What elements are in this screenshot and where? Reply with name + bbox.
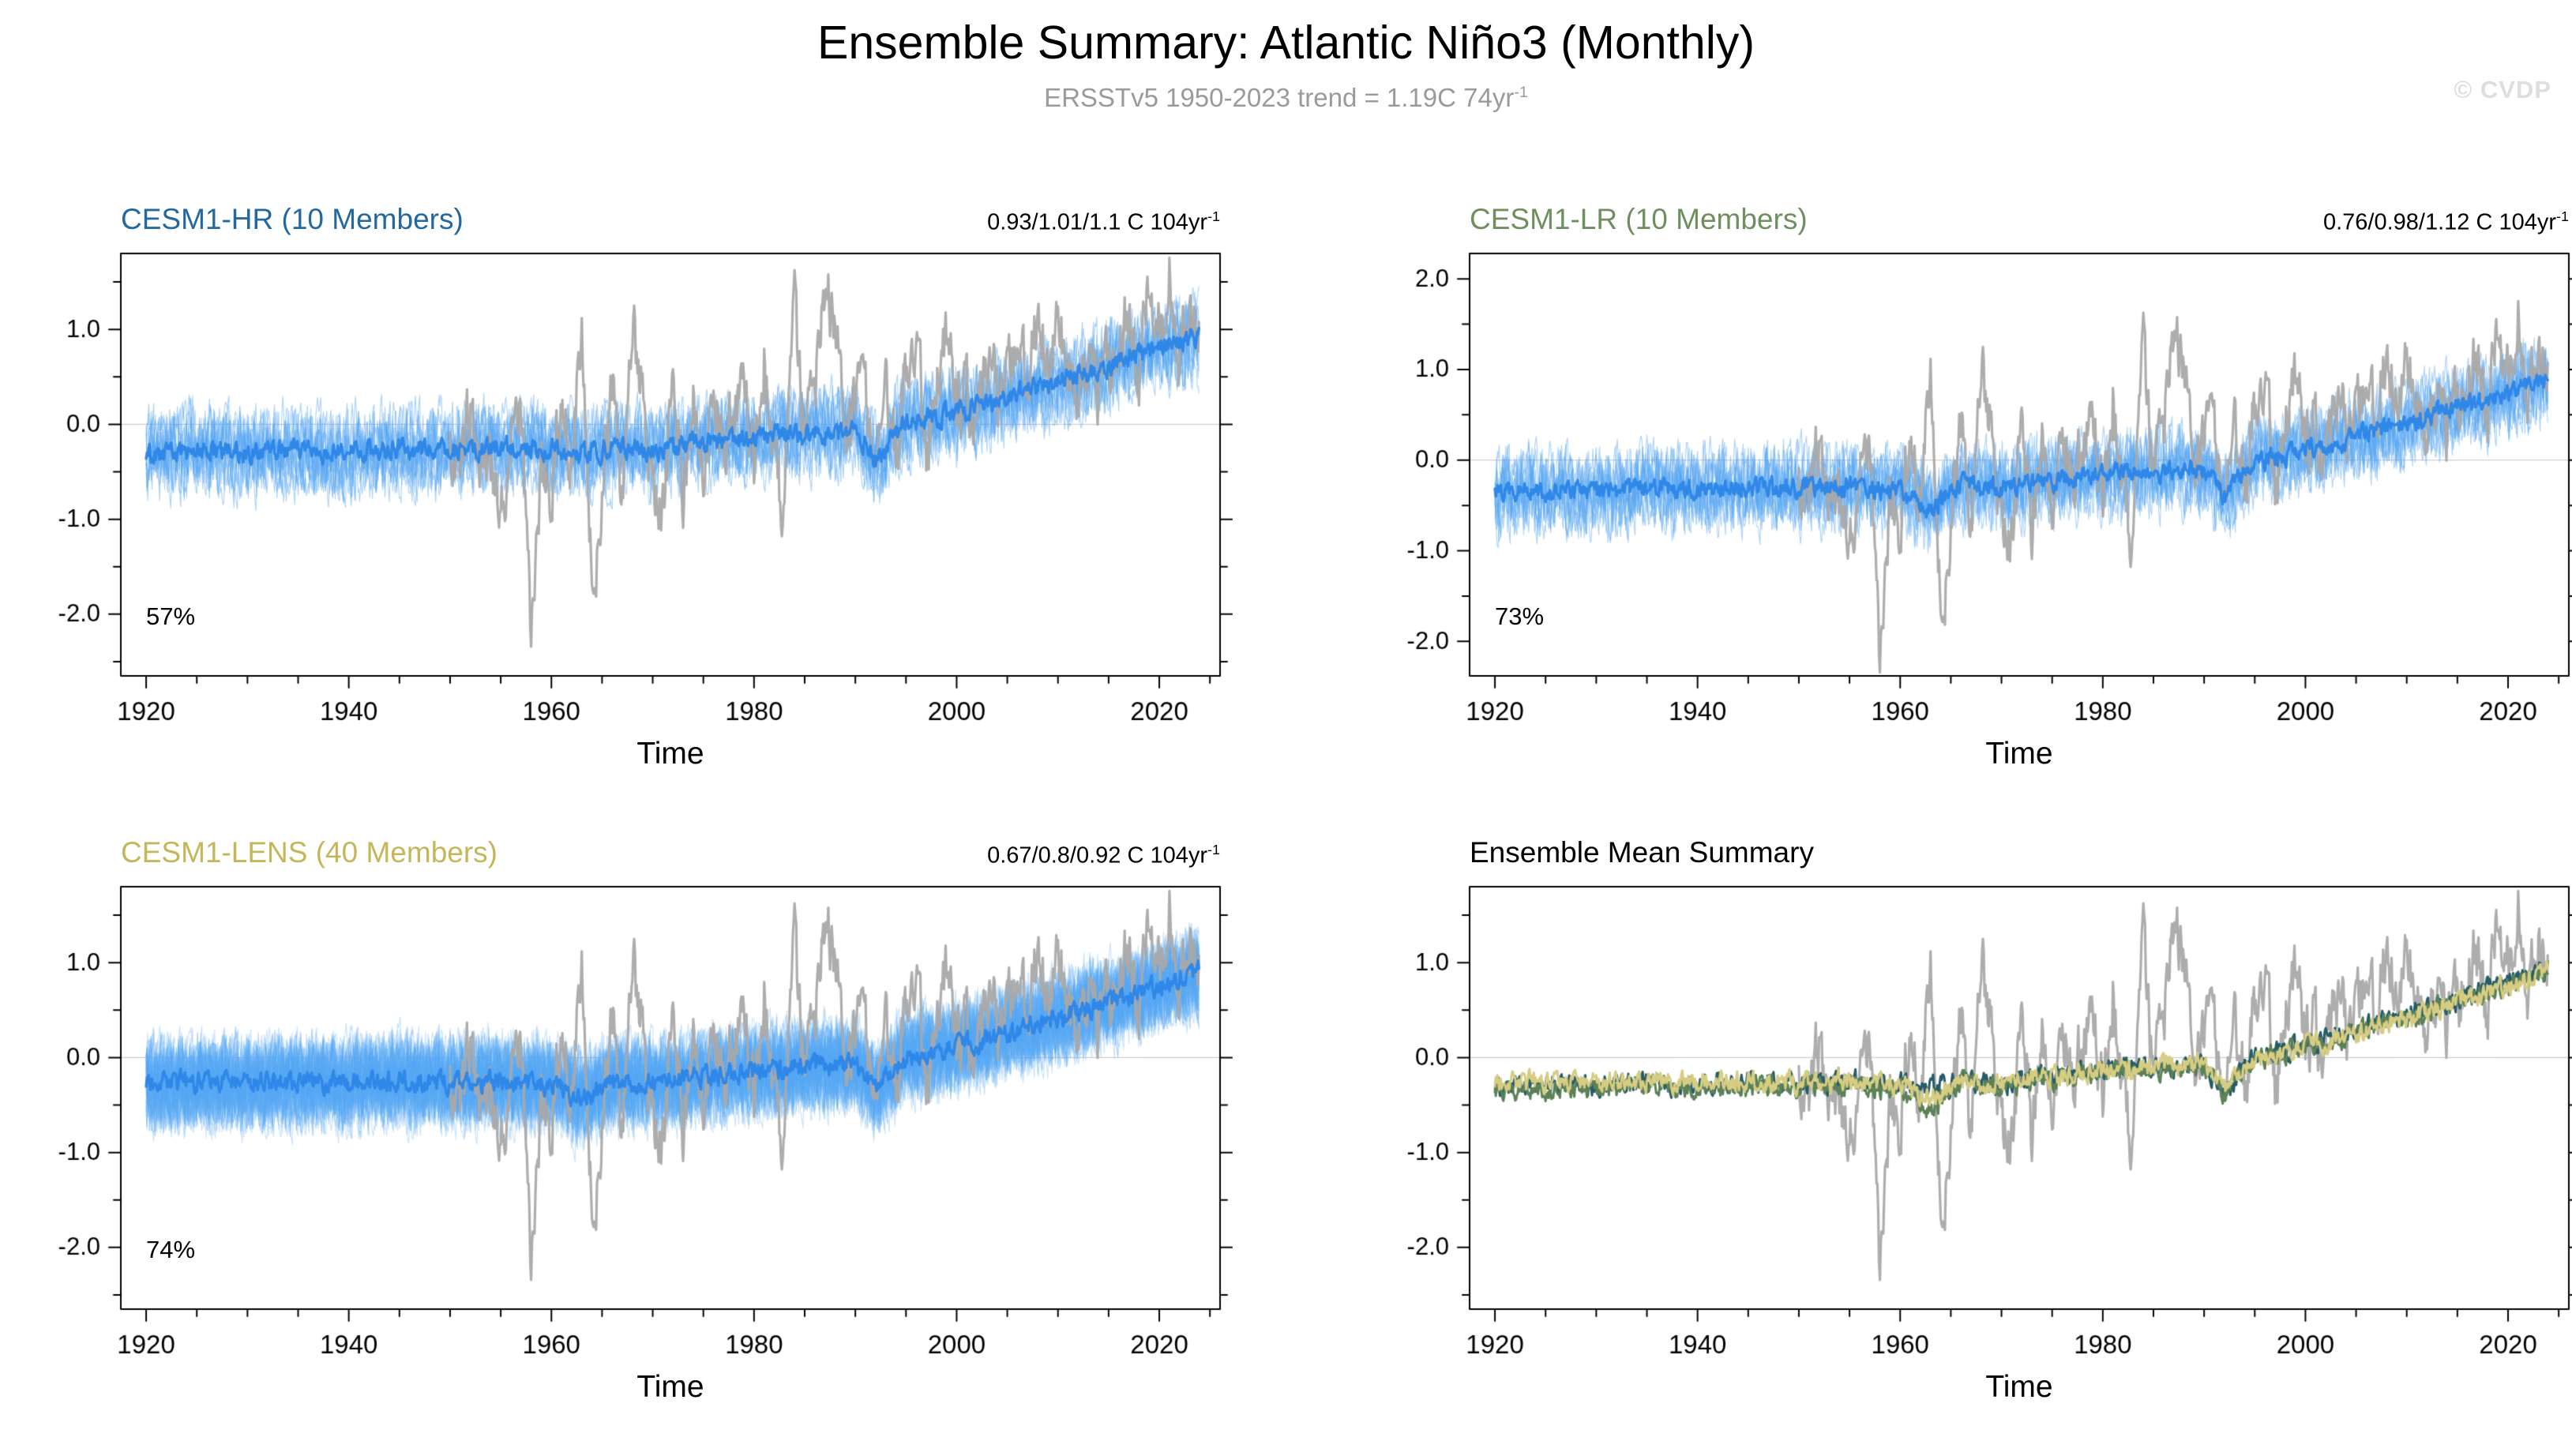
obs-agreement-percent: 74% xyxy=(146,1235,196,1263)
panel-title: CESM1-LR (10 Members) xyxy=(1470,202,1808,235)
x-axis-label: Time xyxy=(1985,736,2053,771)
cvdp-watermark: © CVDP xyxy=(2454,76,2551,103)
obs-agreement-percent: 57% xyxy=(146,602,196,630)
panel-header: CESM1-LENS (40 Members) 0.67/0.8/0.92 C … xyxy=(46,822,1233,877)
panel-grid: CESM1-HR (10 Members) 0.93/1.01/1.1 C 10… xyxy=(0,189,2572,1405)
trend-label: 0.67/0.8/0.92 C 104yr-1 xyxy=(987,842,1220,869)
panel-cesm1-hr: CESM1-HR (10 Members) 0.93/1.01/1.1 C 10… xyxy=(46,189,1233,771)
page-header: Ensemble Summary: Atlantic Niño3 (Monthl… xyxy=(0,0,2572,113)
page-title: Ensemble Summary: Atlantic Niño3 (Monthl… xyxy=(817,17,1755,69)
panel-title: CESM1-LENS (40 Members) xyxy=(121,835,498,869)
page-subtitle: ERSSTv5 1950-2023 trend = 1.19C 74yr-1 xyxy=(0,83,2572,113)
cesm1-lens-plot-canvas xyxy=(46,876,1233,1368)
plot-area xyxy=(1395,876,2572,1368)
panel-header: Ensemble Mean Summary xyxy=(1395,822,2572,877)
panel-ensemble-mean-summary: Ensemble Mean Summary Time xyxy=(1395,822,2572,1405)
trend-label: 0.93/1.01/1.1 C 104yr-1 xyxy=(987,208,1220,236)
panel-cesm1-lens: CESM1-LENS (40 Members) 0.67/0.8/0.92 C … xyxy=(46,822,1233,1405)
ensemble-mean-summary-plot-canvas xyxy=(1395,876,2572,1368)
cesm1-hr-plot-canvas xyxy=(46,243,1233,735)
trend-label-text: 0.93/1.01/1.1 C 104yr xyxy=(987,209,1208,235)
plot-area: 73% xyxy=(1395,243,2572,735)
plot-area: 57% xyxy=(46,243,1233,735)
obs-agreement-percent: 73% xyxy=(1495,602,1545,630)
x-axis-label: Time xyxy=(636,1369,704,1404)
panel-header: CESM1-HR (10 Members) 0.93/1.01/1.1 C 10… xyxy=(46,189,1233,244)
trend-label: 0.76/0.98/1.12 C 104yr-1 xyxy=(2323,208,2569,236)
trend-label-text: 0.76/0.98/1.12 C 104yr xyxy=(2322,209,2557,235)
page-subtitle-text: ERSSTv5 1950-2023 trend = 1.19C 74yr xyxy=(1044,82,1515,112)
page-subtitle-superscript: -1 xyxy=(1514,83,1528,101)
panel-cesm1-lr: CESM1-LR (10 Members) 0.76/0.98/1.12 C 1… xyxy=(1395,189,2572,771)
x-axis-label: Time xyxy=(1985,1369,2053,1404)
cesm1-lr-plot-canvas xyxy=(1395,243,2572,735)
trend-label-superscript: -1 xyxy=(1207,842,1220,858)
trend-label-text: 0.67/0.8/0.92 C 104yr xyxy=(987,842,1208,869)
x-axis-label: Time xyxy=(636,736,704,771)
trend-label-superscript: -1 xyxy=(2556,208,2569,225)
plot-area: 74% xyxy=(46,876,1233,1368)
panel-title: CESM1-HR (10 Members) xyxy=(121,202,464,235)
panel-title: Ensemble Mean Summary xyxy=(1470,835,1814,869)
trend-label-superscript: -1 xyxy=(1207,208,1220,225)
panel-header: CESM1-LR (10 Members) 0.76/0.98/1.12 C 1… xyxy=(1395,189,2572,244)
